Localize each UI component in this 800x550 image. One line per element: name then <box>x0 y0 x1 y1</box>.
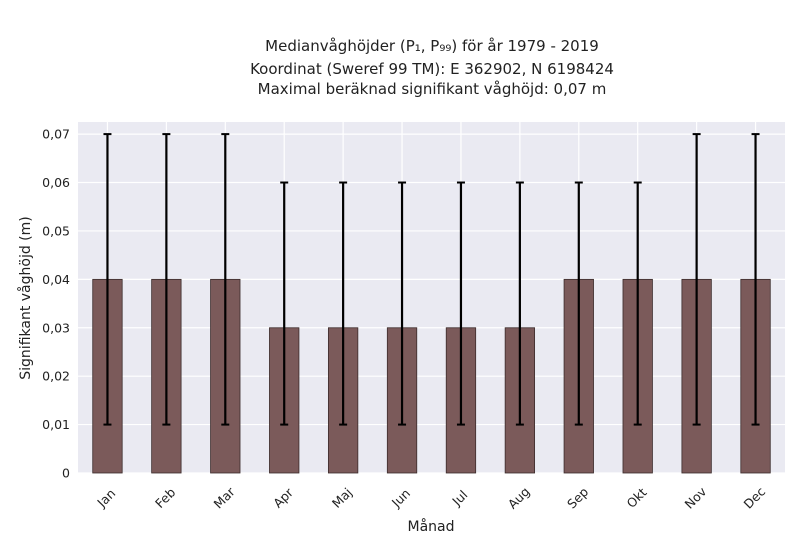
y-tick-label: 0,06 <box>42 175 70 190</box>
y-tick-label: 0,02 <box>42 369 70 384</box>
y-tick-label: 0,04 <box>42 272 70 287</box>
x-axis-ticks: Jan Feb Mar Apr Maj Jun Jul Aug Sep Okt Nov Dec <box>93 483 768 511</box>
title-line-3: Maximal beräknad signifikant våghöjd: 0,… <box>258 80 607 98</box>
x-tick-label: Jan <box>93 486 118 511</box>
x-tick-label: Jun <box>388 486 413 511</box>
plot-area <box>78 122 785 473</box>
error-bars <box>103 133 760 426</box>
x-tick-label: Maj <box>329 485 355 511</box>
y-tick-label: 0,05 <box>42 223 70 238</box>
y-axis-ticks: 0 0,01 0,02 0,03 0,04 0,05 0,06 0,07 <box>42 127 70 481</box>
y-axis-label: Signifikant våghöjd (m) <box>17 216 34 379</box>
x-tick-label: Nov <box>682 483 710 511</box>
x-tick-label: Dec <box>740 484 768 512</box>
y-tick-label: 0 <box>62 466 70 481</box>
title-line-1: Medianvåghöjder (P₁, P₉₉) för år 1979 - … <box>265 37 599 55</box>
x-tick-label: Feb <box>152 485 178 511</box>
y-tick-label: 0,01 <box>42 417 70 432</box>
x-tick-label: Apr <box>270 484 297 511</box>
chart-title: Medianvåghöjder (P₁, P₉₉) för år 1979 - … <box>250 37 614 98</box>
x-tick-label: Aug <box>505 484 533 512</box>
title-line-2: Koordinat (Sweref 99 TM): E 362902, N 61… <box>250 60 614 78</box>
y-tick-label: 0,07 <box>42 127 70 142</box>
x-tick-label: Sep <box>564 484 591 511</box>
y-tick-label: 0,03 <box>42 320 70 335</box>
x-axis-label: Månad <box>408 518 455 535</box>
x-tick-label: Mar <box>210 484 238 512</box>
x-tick-label: Okt <box>623 485 649 511</box>
x-tick-label: Jul <box>448 487 470 509</box>
